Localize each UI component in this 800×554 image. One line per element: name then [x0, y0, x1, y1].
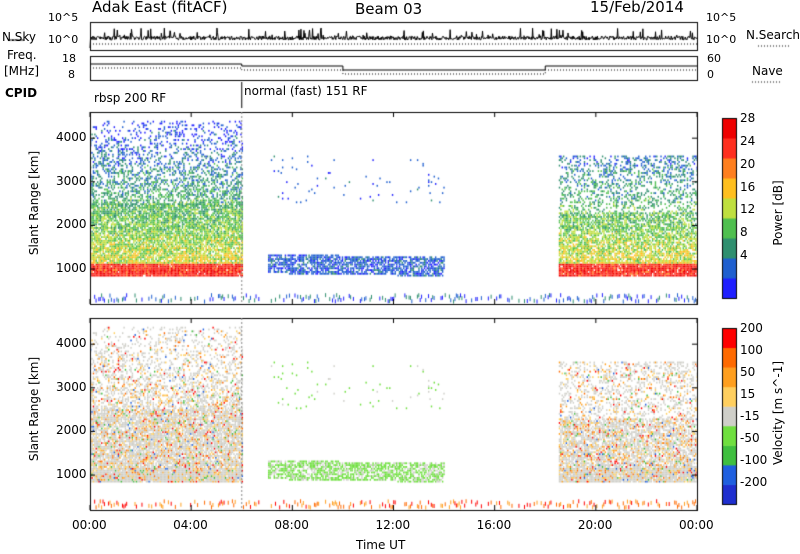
nsearch-bottom-tick: 10^0 — [706, 33, 737, 46]
colorbar-tick-label: -200 — [740, 475, 768, 489]
y-tick-label: 4000 — [56, 336, 87, 351]
freq-bottom-tick: 8 — [68, 68, 75, 81]
velocity-colorbar-label: Velocity [m s^-1] — [771, 360, 785, 466]
freq-label: Freq. — [7, 48, 37, 62]
beam-title: Beam 03 — [355, 0, 423, 18]
colorbar-tick-label: 16 — [740, 179, 756, 194]
nsky-label: N.Sky — [2, 30, 37, 44]
x-tick-label: 00:00 — [679, 518, 714, 532]
colorbar-tick-label: 4 — [740, 248, 748, 263]
freq-top-tick: 18 — [62, 52, 76, 65]
nave-label: Nave — [752, 64, 783, 78]
velocity-y-axis-label: Slant Range [km] — [27, 356, 41, 462]
colorbar-tick-label: 50 — [740, 365, 756, 379]
colorbar-tick-label: -100 — [740, 453, 768, 467]
x-tick-label: 20:00 — [577, 518, 613, 532]
nsearch-label: N.Search — [746, 28, 800, 42]
x-tick-label: 12:00 — [375, 518, 411, 532]
colorbar-tick-label: 100 — [740, 343, 763, 357]
colorbar-tick-label: -15 — [740, 409, 760, 423]
colorbar-tick-label: -50 — [740, 431, 760, 445]
y-tick-label: 2000 — [56, 217, 87, 232]
cpid-label: CPID — [5, 86, 38, 100]
nave-top-tick: 60 — [707, 52, 721, 65]
y-tick-label: 2000 — [56, 423, 87, 438]
y-tick-label: 3000 — [56, 379, 87, 394]
date-title: 15/Feb/2014 — [590, 0, 684, 16]
cpid-segment-1: rbsp 200 RF — [94, 91, 167, 105]
x-axis-label: Time UT — [356, 538, 406, 552]
x-tick-label: 00:00 — [72, 518, 107, 532]
station-title: Adak East (fitACF) — [92, 0, 228, 16]
colorbar-tick-label: 20 — [740, 156, 756, 171]
nsky-top-tick: 10^5 — [48, 11, 79, 24]
colorbar-tick-label: 28 — [740, 111, 756, 125]
power-colorbar-label: Power [dB] — [771, 180, 785, 246]
x-tick-label: 16:00 — [476, 518, 512, 532]
y-tick-label: 4000 — [56, 130, 87, 145]
colorbar-tick-label: 8 — [740, 225, 748, 240]
colorbar-tick-label: 15 — [740, 387, 756, 401]
colorbar-tick-label: 12 — [740, 202, 756, 217]
nsearch-top-tick: 10^5 — [706, 11, 737, 24]
nave-bottom-tick: 0 — [707, 68, 714, 81]
nsky-bottom-tick: 10^0 — [48, 33, 79, 46]
colorbar-tick-label: 24 — [740, 133, 756, 148]
y-tick-label: 1000 — [56, 261, 87, 276]
y-tick-label: 1000 — [56, 467, 87, 482]
power-y-axis-label: Slant Range [km] — [27, 150, 41, 256]
x-tick-label: 04:00 — [173, 518, 208, 532]
x-tick-label: 08:00 — [274, 518, 309, 532]
y-tick-label: 3000 — [56, 173, 87, 188]
cpid-segment-2: normal (fast) 151 RF — [244, 84, 368, 98]
freq-unit-label: [MHz] — [4, 64, 40, 78]
colorbar-tick-label: 200 — [740, 321, 763, 335]
